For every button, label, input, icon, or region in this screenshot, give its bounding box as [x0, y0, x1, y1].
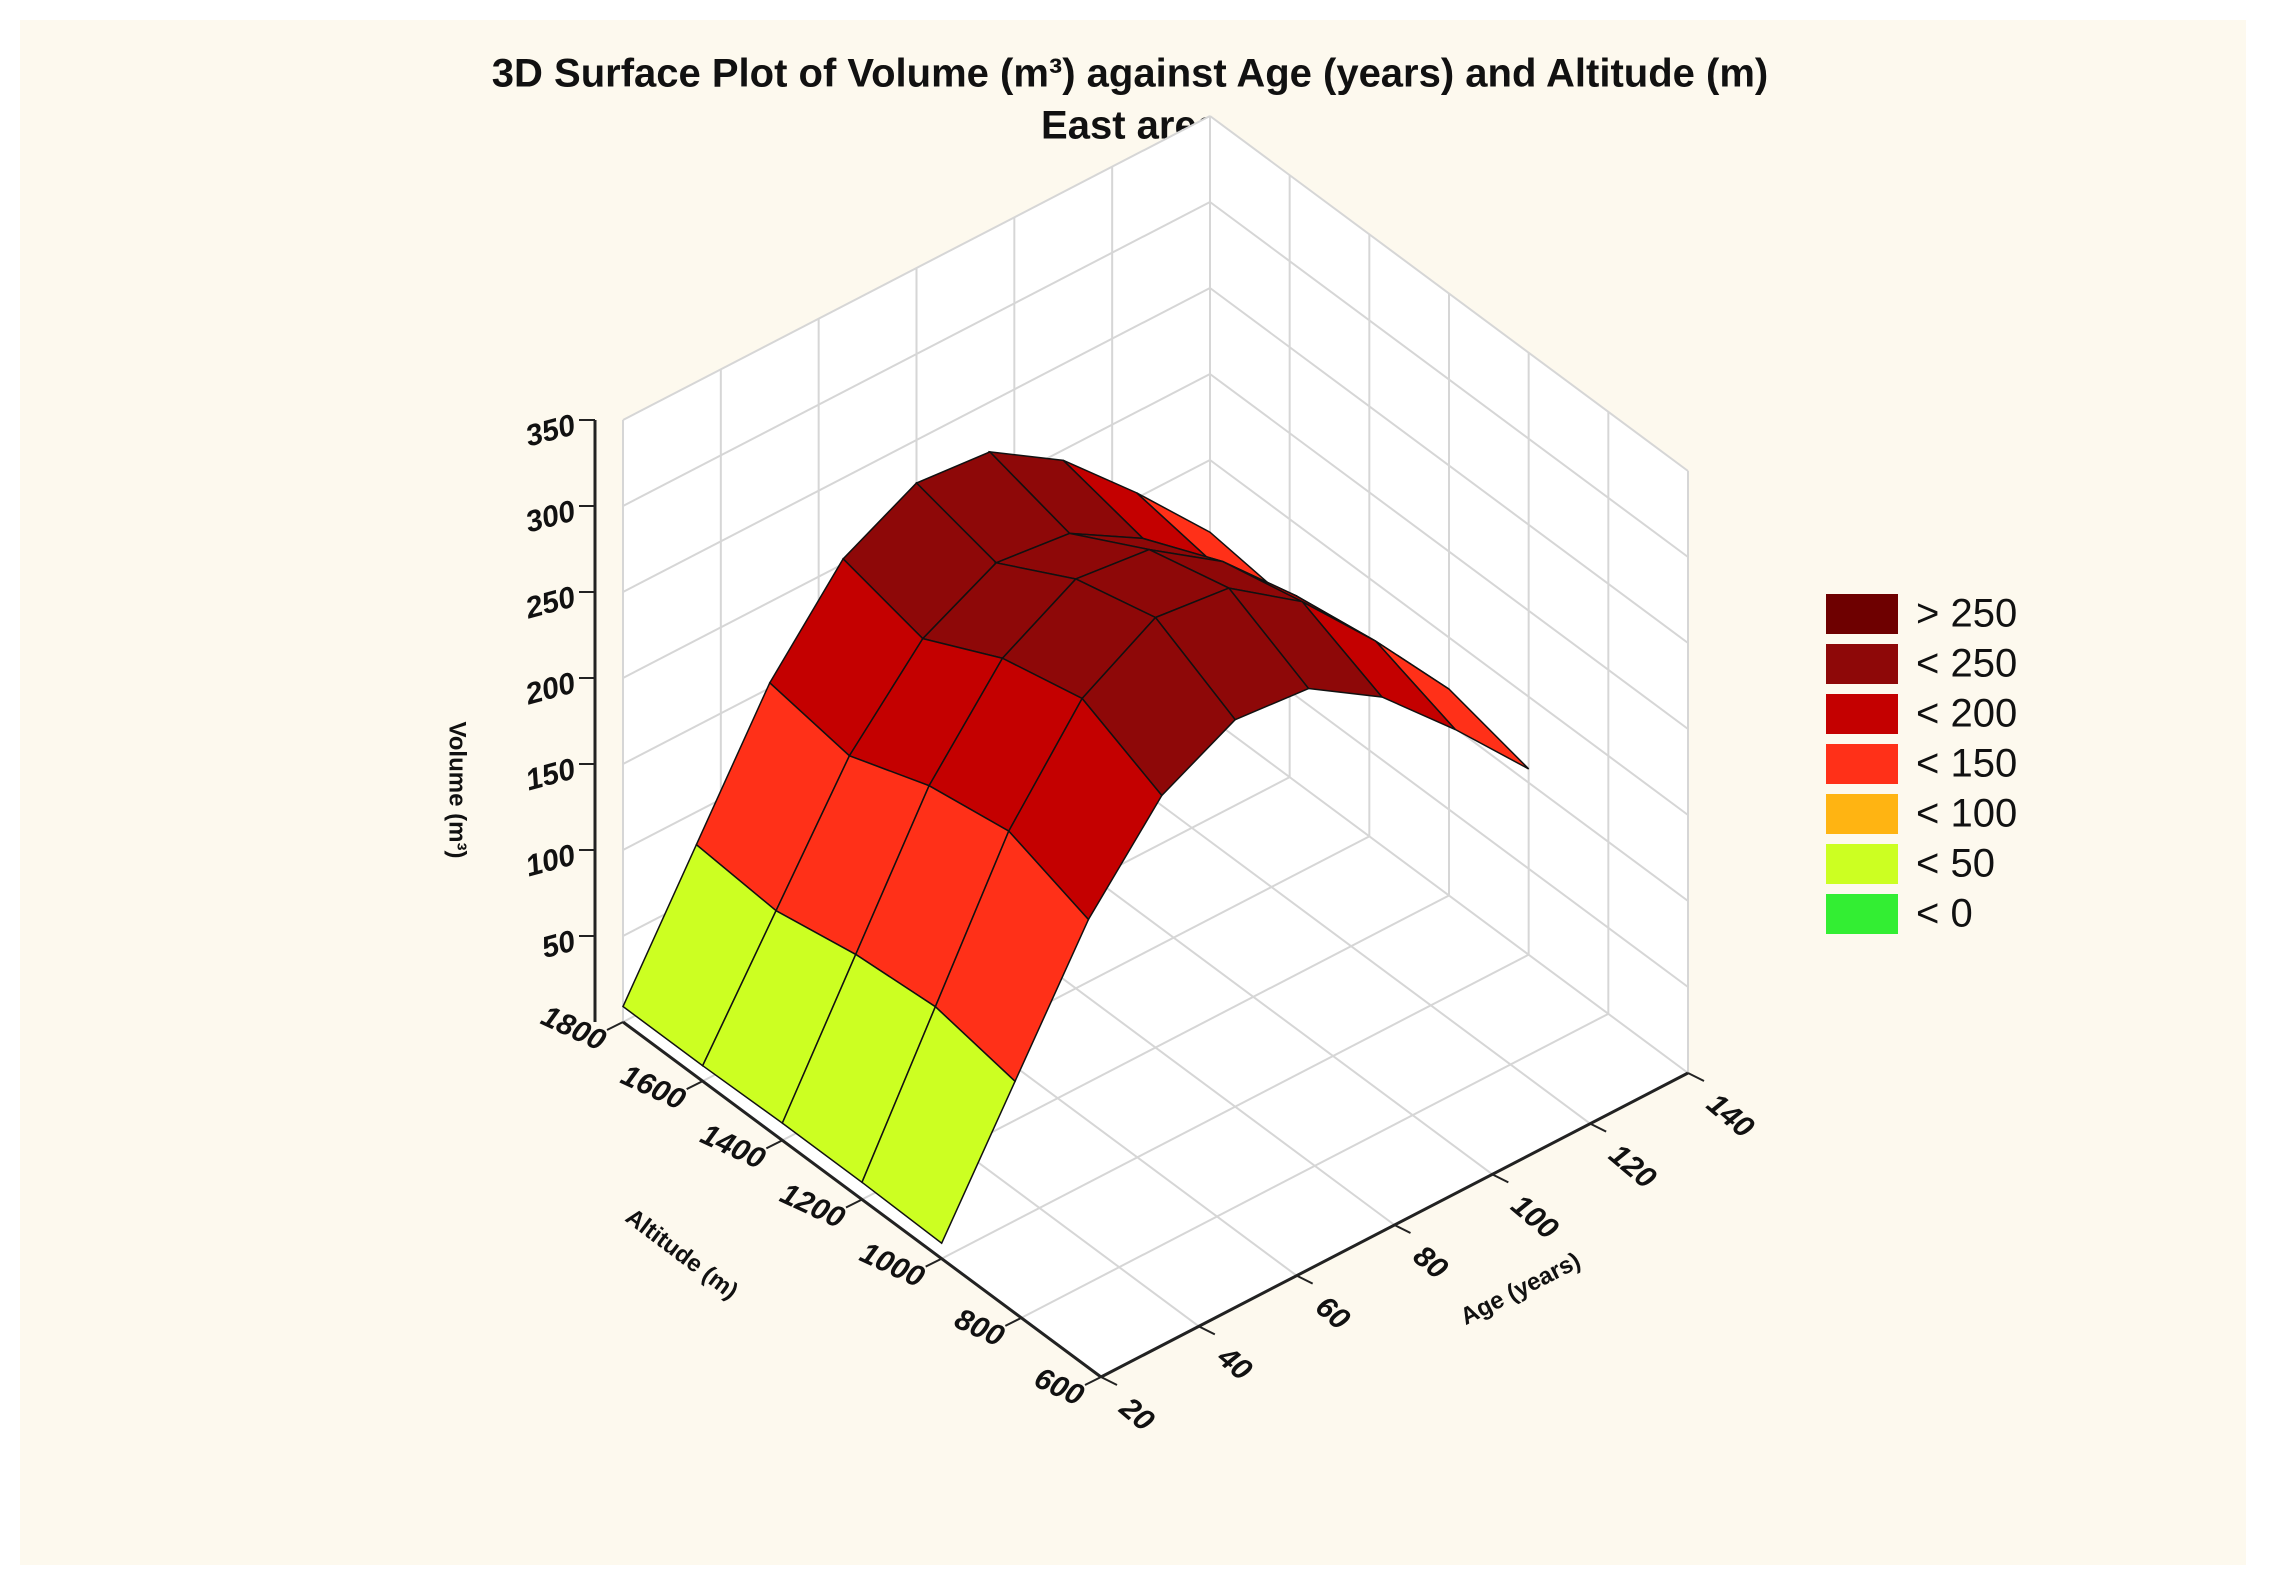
grid-line — [1209, 459, 1689, 816]
legend-label: < 50 — [1916, 842, 1995, 886]
tick-mark — [845, 1198, 863, 1209]
grid-line — [622, 201, 1211, 507]
legend-swatch — [1826, 744, 1898, 784]
z-axis-title: Volume (m³) — [444, 722, 471, 859]
grid-line — [1020, 1012, 1609, 1319]
legend-swatch — [1826, 894, 1898, 934]
legend-label: < 150 — [1916, 742, 2017, 786]
grid-line — [1209, 115, 1689, 472]
legend-swatch — [1826, 844, 1898, 884]
legend-label: < 250 — [1916, 642, 2017, 686]
surface-cell — [861, 1005, 1016, 1245]
tick-mark — [1084, 1376, 1102, 1386]
grid-line — [1209, 287, 1689, 644]
grid-line — [1209, 201, 1689, 558]
legend-label: > 250 — [1916, 592, 2017, 636]
tick-mark — [925, 1257, 943, 1268]
legend-label: < 200 — [1916, 692, 2017, 736]
tick-mark — [1100, 1376, 1118, 1386]
tick-mark — [606, 1021, 624, 1031]
grid-line — [622, 115, 1211, 421]
tick-mark — [1198, 1325, 1216, 1336]
tick-mark — [1394, 1224, 1411, 1234]
legend-swatch — [1826, 644, 1898, 684]
tick-mark — [765, 1139, 783, 1150]
legend-swatch — [1826, 794, 1898, 834]
grid-line — [1209, 373, 1689, 730]
tick-mark — [1491, 1173, 1509, 1184]
chart-title: 3D Surface Plot of Volume (m³) against A… — [492, 52, 1768, 96]
tick-mark — [1296, 1274, 1314, 1285]
legend-label: < 100 — [1916, 792, 2017, 836]
tick-mark — [1687, 1072, 1705, 1082]
tick-mark — [1004, 1316, 1022, 1327]
grid-line — [941, 953, 1530, 1260]
legend-swatch — [1826, 694, 1898, 734]
legend-swatch — [1826, 594, 1898, 634]
tick-mark — [1589, 1122, 1607, 1133]
grid-line — [622, 287, 1211, 593]
tick-mark — [686, 1080, 704, 1091]
legend-label: < 0 — [1916, 892, 1973, 936]
